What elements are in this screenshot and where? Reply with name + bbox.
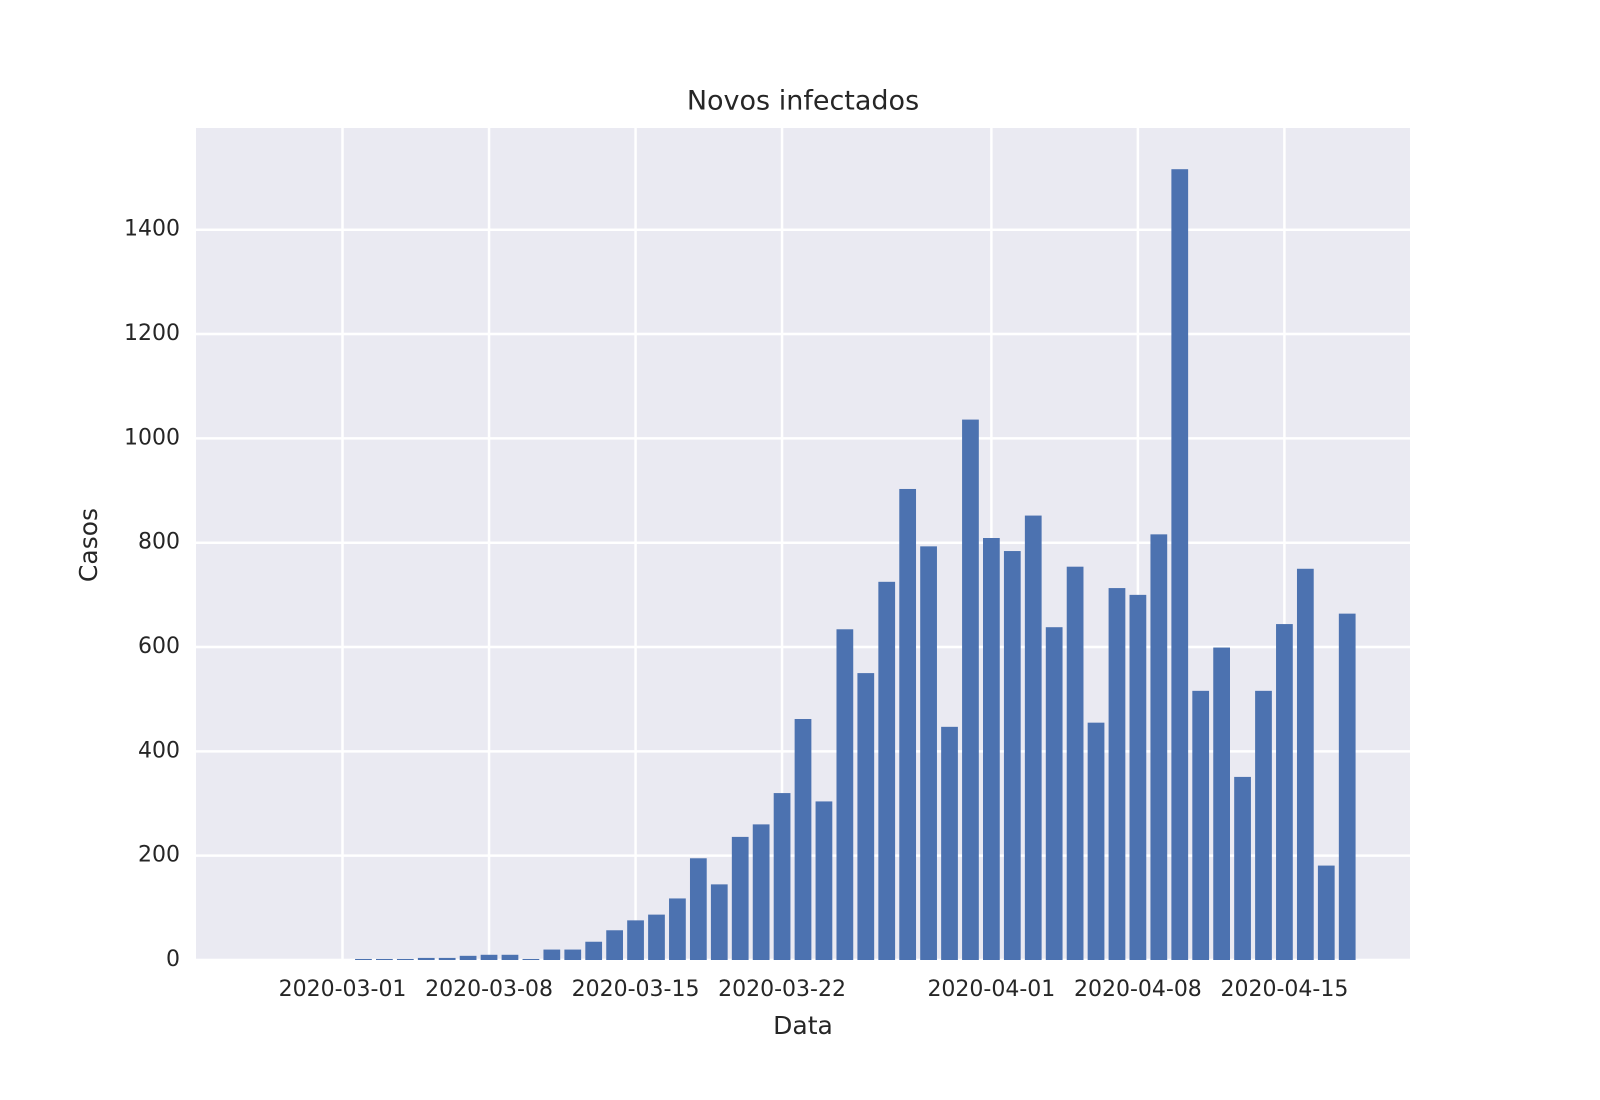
y-tick-label: 800 bbox=[138, 530, 180, 555]
bar bbox=[459, 955, 477, 960]
bar bbox=[941, 726, 958, 960]
bar bbox=[1296, 568, 1314, 960]
bar bbox=[376, 958, 393, 960]
bar bbox=[857, 673, 875, 960]
x-tick-label: 2020-03-22 bbox=[718, 977, 846, 1002]
bar bbox=[543, 949, 561, 960]
x-tick-label: 2020-04-15 bbox=[1220, 977, 1348, 1002]
bar bbox=[773, 793, 791, 960]
bar bbox=[1234, 776, 1251, 960]
bar bbox=[899, 488, 917, 960]
bar bbox=[396, 958, 414, 960]
bar bbox=[522, 958, 540, 960]
bar bbox=[1213, 647, 1230, 960]
bar bbox=[501, 954, 519, 960]
bar bbox=[920, 546, 937, 960]
bar bbox=[564, 949, 582, 960]
bar bbox=[1066, 566, 1084, 960]
bar bbox=[648, 914, 665, 960]
bar bbox=[606, 930, 623, 960]
bar bbox=[1024, 515, 1042, 960]
bar bbox=[962, 419, 979, 961]
bar bbox=[836, 629, 854, 960]
bar bbox=[355, 958, 372, 960]
bar bbox=[1338, 613, 1356, 960]
y-tick-label: 400 bbox=[138, 738, 180, 763]
bar bbox=[1192, 690, 1210, 960]
bar bbox=[417, 957, 435, 960]
bar bbox=[731, 836, 749, 960]
chart-title: Novos infectados bbox=[687, 86, 919, 117]
bar bbox=[1150, 534, 1168, 960]
bar bbox=[794, 719, 812, 960]
y-tick-label: 1200 bbox=[124, 321, 180, 346]
bar bbox=[1129, 594, 1147, 960]
bar bbox=[627, 920, 644, 960]
bar bbox=[1171, 169, 1189, 961]
y-tick-label: 0 bbox=[166, 947, 180, 972]
x-tick-label: 2020-03-01 bbox=[279, 977, 407, 1002]
x-tick-label: 2020-04-08 bbox=[1074, 977, 1202, 1002]
y-tick-label: 1400 bbox=[124, 217, 180, 242]
bar bbox=[983, 538, 1000, 960]
x-tick-label: 2020-03-15 bbox=[572, 977, 700, 1002]
y-axis-label: Casos bbox=[74, 508, 103, 582]
bar bbox=[689, 858, 707, 960]
bar bbox=[480, 954, 498, 960]
bar bbox=[1255, 690, 1272, 960]
bar bbox=[669, 898, 686, 960]
bar bbox=[438, 957, 456, 960]
bar bbox=[1003, 551, 1021, 960]
bar bbox=[1045, 627, 1063, 960]
bar bbox=[1108, 588, 1126, 960]
bar bbox=[878, 581, 896, 960]
bar bbox=[1087, 722, 1105, 960]
y-tick-label: 200 bbox=[138, 843, 180, 868]
x-tick-label: 2020-03-08 bbox=[425, 977, 553, 1002]
y-tick-label: 600 bbox=[138, 634, 180, 659]
bar bbox=[585, 941, 603, 960]
bar bbox=[752, 824, 770, 960]
bar bbox=[1276, 624, 1293, 960]
bar bbox=[710, 884, 728, 960]
bar bbox=[1317, 865, 1335, 960]
bar bbox=[815, 801, 833, 960]
x-tick-label: 2020-04-01 bbox=[927, 977, 1055, 1002]
y-tick-label: 1000 bbox=[124, 425, 180, 450]
x-axis-label: Data bbox=[773, 1011, 833, 1040]
